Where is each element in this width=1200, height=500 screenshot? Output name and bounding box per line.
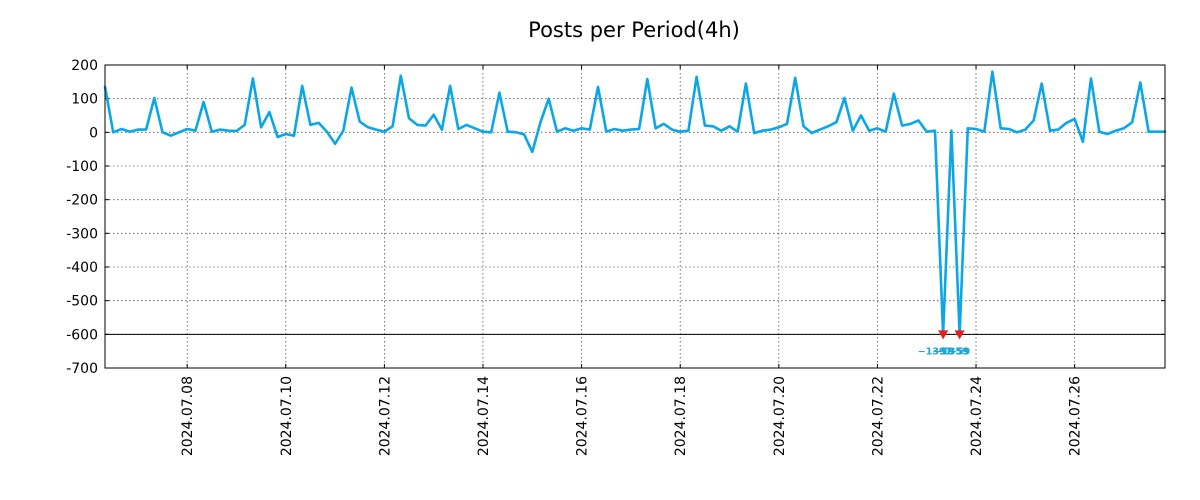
x-tick-label: 2024.07.16 [575, 376, 591, 456]
y-tick-label: -700 [66, 361, 98, 377]
clipped-value-label: −1397 [918, 346, 952, 357]
x-tick-label: 2024.07.10 [279, 376, 295, 456]
clipped-value-label: −50 [933, 346, 955, 357]
x-tick-label: 2024.07.12 [377, 376, 393, 456]
chart-title: Posts per Period(4h) [528, 18, 740, 42]
y-tick-label: -300 [66, 226, 98, 242]
plot-frame [104, 64, 1166, 369]
y-tick-label: 100 [71, 92, 98, 108]
clipped-markers [938, 330, 965, 340]
clipped-point-marker [938, 330, 949, 340]
y-axis: 200 100 0 -100 -200 -300 -400 -500 -600 -700 [66, 58, 1165, 377]
y-tick-label: -200 [66, 193, 98, 209]
x-tick-label: 2024.07.18 [673, 376, 689, 456]
series-layer [103, 70, 1167, 336]
y-tick-label: -600 [66, 327, 98, 343]
clipped-annotations: −1397−1359−50−59 [918, 346, 970, 357]
y-tick-label: 200 [71, 58, 98, 74]
y-tick-label: -100 [66, 159, 98, 175]
x-axis: 2024.07.08 2024.07.10 2024.07.12 2024.07.14… [180, 65, 1084, 456]
x-tick-label: 2024.07.22 [870, 376, 886, 456]
clipped-point-marker [954, 330, 965, 340]
x-tick-label: 2024.07.26 [1068, 376, 1084, 456]
clipped-value-label: −59 [949, 346, 970, 357]
y-tick-label: -500 [66, 294, 98, 310]
x-tick-label: 2024.07.20 [772, 376, 788, 456]
x-tick-label: 2024.07.08 [180, 376, 196, 456]
x-tick-label: 2024.07.14 [476, 376, 492, 456]
x-tick-label: 2024.07.24 [969, 376, 985, 456]
series-line [103, 70, 1167, 336]
y-tick-label: 0 [89, 125, 98, 141]
clipped-value-label: −1359 [934, 346, 968, 357]
y-tick-label: -400 [66, 260, 98, 276]
grid-layer [105, 64, 1165, 369]
